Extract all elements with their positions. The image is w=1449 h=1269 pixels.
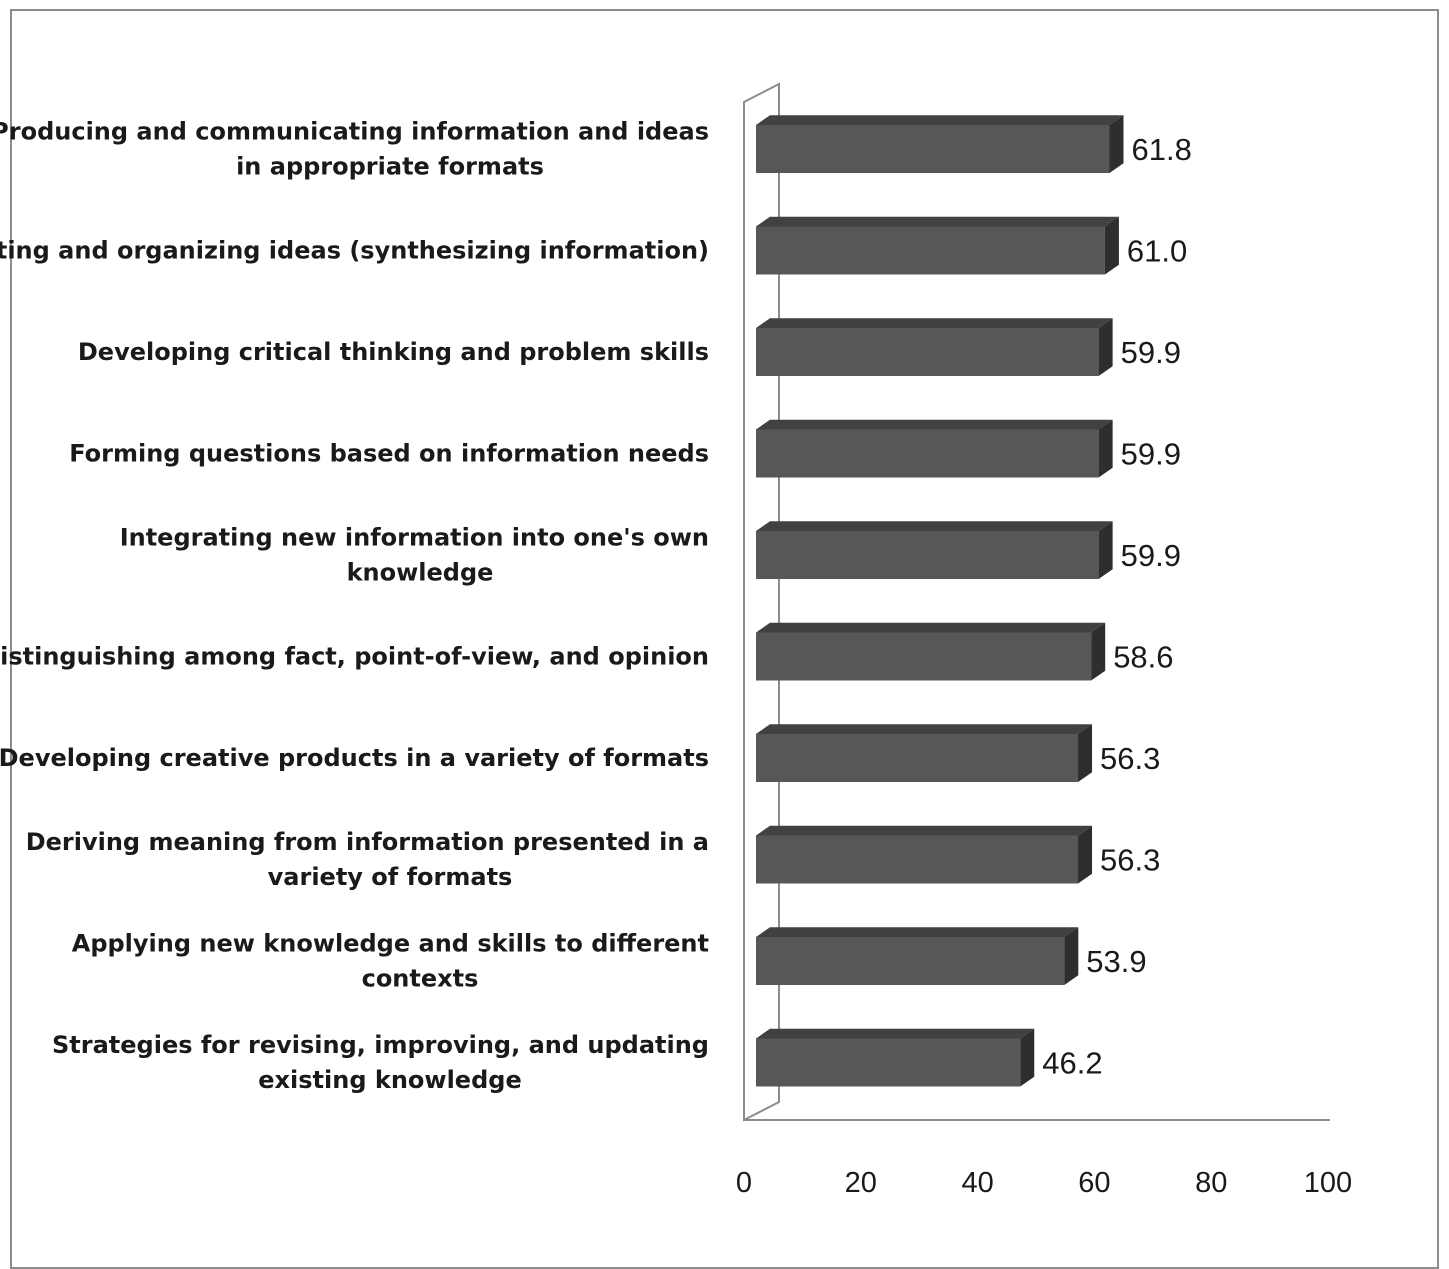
category-label: Forming questions based on information n… [69,440,709,468]
bar-top-face [756,216,1119,227]
bar-side-face [1109,115,1124,173]
x-axis-ticks: 0 20 40 60 80 100 [736,1167,1352,1199]
x-tick-label: 100 [1304,1167,1352,1199]
data-label: 56.3 [1100,843,1160,878]
category-label: Developing creative products in a variet… [0,744,709,772]
bar-series: 61.8 61.0 59.9 59.9 59.9 58.6 56.3 56.3 53.9 46.2 [756,115,1192,1087]
x-tick-label: 20 [845,1167,877,1199]
data-label: 46.2 [1042,1046,1102,1081]
bar-1: 61.8 [756,115,1192,173]
category-label: Deriving meaning from information presen… [26,828,709,856]
bar-top-face [756,825,1093,836]
bar-front-face [756,937,1065,985]
x-tick-label: 60 [1078,1167,1110,1199]
data-label: 58.6 [1113,640,1173,675]
bar-2: 61.0 [756,216,1187,275]
bar-top-face [756,521,1113,531]
category-label: Producing and communicating information … [0,118,709,146]
bar-top-face [756,115,1124,125]
data-label: 56.3 [1100,741,1160,776]
category-label: in appropriate formats [236,153,544,181]
back-wall [743,82,780,1122]
bar-side-face [1104,216,1119,275]
bar-side-face [1078,724,1093,782]
category-label: existing knowledge [258,1066,521,1094]
bar-top-face [756,927,1079,937]
category-label: knowledge [347,559,494,587]
bar-side-face [1020,1028,1035,1087]
chart-frame [10,9,1439,1269]
bar-front-face [756,125,1110,173]
bar-side-face [1098,318,1113,376]
category-label: Sorting and organizing ideas (synthesizi… [0,237,709,265]
bar-front-face [756,226,1105,275]
data-label: 53.9 [1086,944,1146,979]
category-label: Distinguishing among fact, point-of-view… [0,643,709,671]
category-label: Integrating new information into one's o… [120,524,709,552]
bar-top-face [756,622,1106,633]
bar-10: 46.2 [756,1028,1103,1087]
bar-side-face [1098,419,1113,478]
data-label: 59.9 [1121,335,1181,370]
category-labels: Producing and communicating information … [0,118,709,1095]
bar-front-face [756,531,1099,579]
bar-7: 56.3 [756,724,1160,782]
category-label: Strategies for revising, improving, and … [52,1031,709,1059]
bar-front-face [756,328,1099,376]
bar-side-face [1091,622,1106,681]
bar-front-face [756,1038,1021,1087]
chart-walls [743,82,1330,1122]
bar-5: 59.9 [756,521,1181,579]
bar-front-face [756,835,1079,884]
data-label: 61.0 [1127,234,1187,269]
bar-front-face [756,429,1099,478]
bar-4: 59.9 [756,419,1181,478]
data-label: 59.9 [1121,437,1181,472]
bar-top-face [756,724,1093,734]
bar-9: 53.9 [756,927,1147,985]
bar-side-face [1078,825,1093,884]
bar-top-face [756,318,1113,328]
bar-front-face [756,734,1079,782]
category-label: Applying new knowledge and skills to dif… [72,930,709,958]
category-label: Developing critical thinking and problem… [78,338,709,366]
bar-3: 59.9 [756,318,1181,376]
category-label: variety of formats [268,863,513,891]
data-label: 61.8 [1131,132,1191,167]
bar-side-face [1098,521,1113,579]
bar-side-face [1064,927,1079,985]
bar-6: 58.6 [756,622,1174,681]
x-tick-label: 40 [961,1167,993,1199]
x-tick-label: 80 [1195,1167,1227,1199]
bar-top-face [756,419,1113,430]
category-label: contexts [362,965,479,993]
data-label: 59.9 [1121,538,1181,573]
bar-8: 56.3 [756,825,1160,884]
bar-front-face [756,632,1092,681]
x-tick-label: 0 [736,1167,752,1199]
bar-top-face [756,1028,1035,1039]
